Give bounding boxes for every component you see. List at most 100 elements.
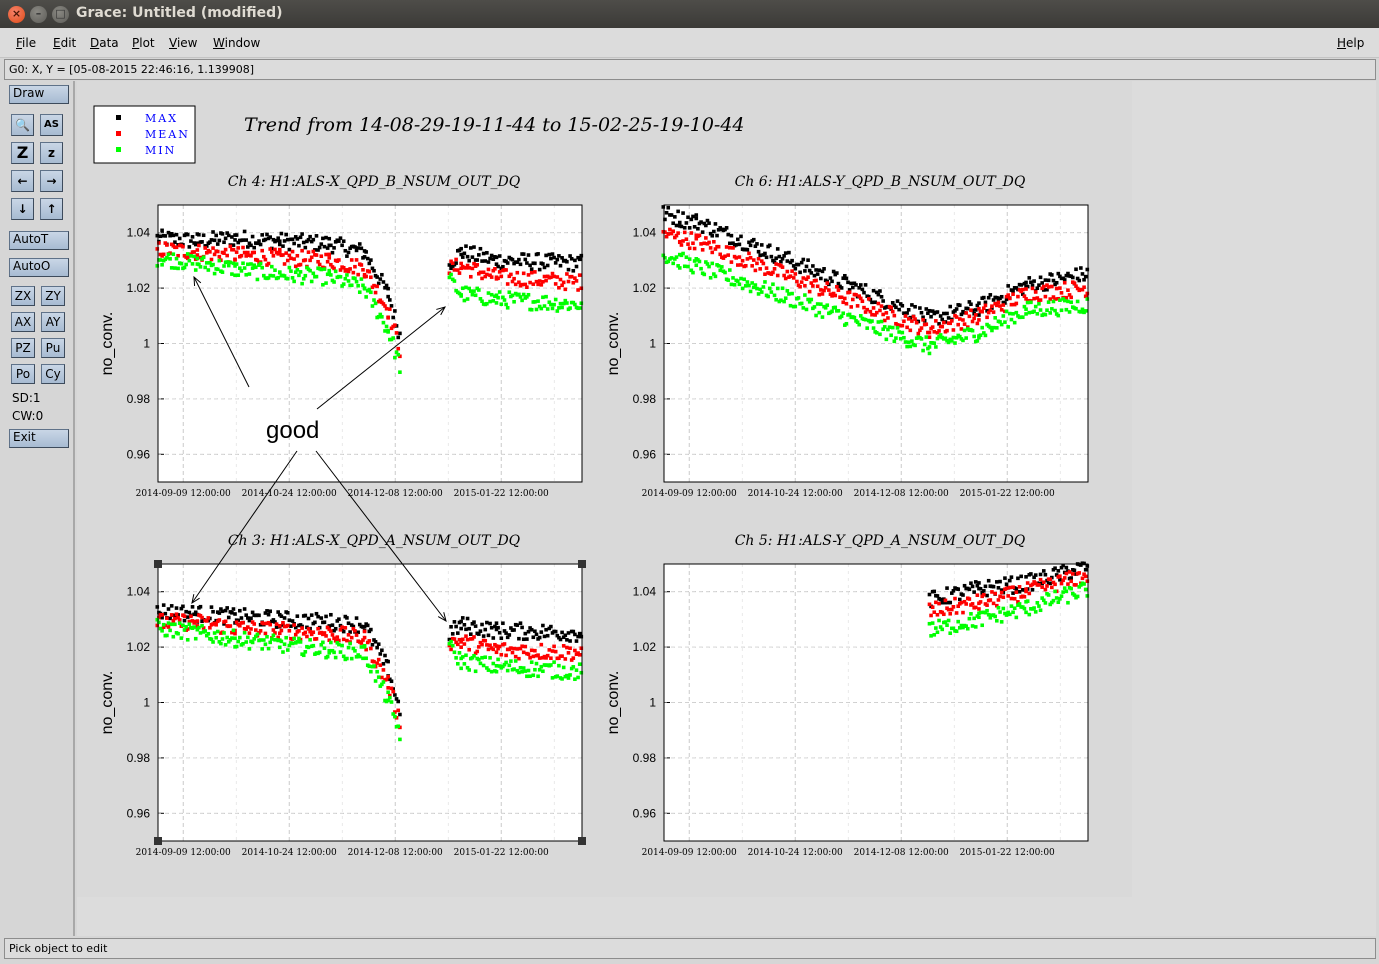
data-point: [459, 619, 463, 624]
data-point: [309, 613, 314, 617]
data-point: [157, 241, 161, 245]
close-window-icon[interactable]: ×: [8, 6, 25, 23]
data-point: [700, 248, 705, 252]
data-point: [780, 265, 785, 269]
data-point: [951, 588, 956, 593]
minimize-window-icon[interactable]: –: [30, 6, 47, 23]
data-point: [804, 277, 809, 281]
data-point: [361, 268, 365, 272]
zoom-magnifier-icon[interactable]: 🔍: [11, 114, 34, 136]
arrow-left-icon[interactable]: ←: [11, 170, 34, 192]
arrow-right-icon[interactable]: →: [40, 170, 63, 192]
data-point: [329, 612, 333, 617]
menu-window[interactable]: Window: [213, 36, 261, 50]
annotation-arrow-line[interactable]: [315, 450, 447, 622]
data-point: [327, 236, 332, 241]
ay-button[interactable]: AY: [41, 312, 65, 332]
maximize-window-icon[interactable]: □: [52, 6, 69, 23]
annotation-arrow-line[interactable]: [193, 276, 250, 388]
selection-handle[interactable]: [578, 560, 586, 568]
data-point: [486, 633, 491, 638]
menu-data[interactable]: Data: [90, 36, 119, 50]
data-point: [233, 631, 237, 636]
data-point: [926, 311, 930, 316]
zy-button[interactable]: ZY: [41, 286, 65, 306]
data-point: [521, 650, 526, 655]
data-point: [1083, 294, 1088, 299]
data-point: [533, 667, 537, 672]
data-point: [940, 317, 945, 322]
data-point: [179, 606, 184, 611]
legend-box[interactable]: [93, 105, 196, 164]
annotation-arrow-line[interactable]: [191, 450, 298, 604]
data-point: [740, 286, 745, 291]
menu-file[interactable]: File: [16, 36, 37, 50]
text-autoscale-icon[interactable]: AS: [40, 114, 63, 136]
arrow-up-icon[interactable]: ↑: [40, 198, 63, 220]
data-point: [389, 700, 394, 704]
cy-button[interactable]: Cy: [41, 364, 65, 384]
data-point: [362, 635, 367, 640]
data-point: [948, 304, 953, 309]
data-point: [486, 267, 491, 272]
data-point: [1054, 286, 1059, 291]
y-tick-label: 1.02: [127, 640, 151, 654]
data-point: [176, 631, 180, 636]
data-point: [260, 233, 265, 237]
data-point: [950, 591, 954, 595]
selection-handle[interactable]: [154, 560, 162, 568]
graph-canvas[interactable]: MAX MEAN MIN Trend from 14-08-29-19-11-4…: [77, 81, 1376, 936]
selection-handle[interactable]: [578, 837, 586, 845]
data-point: [708, 231, 713, 236]
data-point: [565, 301, 569, 305]
data-point: [171, 618, 176, 623]
data-point: [849, 281, 854, 286]
annotation-good-text[interactable]: good: [266, 417, 319, 444]
data-point: [388, 693, 392, 698]
annotation-arrows[interactable]: [191, 275, 447, 623]
data-point: [362, 624, 367, 629]
data-point: [579, 670, 584, 675]
zoom-z-small-icon[interactable]: z: [40, 142, 63, 164]
data-point: [455, 631, 460, 635]
data-point: [279, 628, 284, 633]
data-point: [1041, 284, 1046, 289]
pu-button[interactable]: Pu: [41, 338, 65, 358]
arrow-down-icon[interactable]: ↓: [11, 198, 34, 220]
zx-button[interactable]: ZX: [11, 286, 35, 306]
data-point: [354, 633, 359, 637]
data-point: [566, 267, 571, 272]
data-point: [491, 268, 496, 273]
data-point: [779, 298, 783, 303]
draw-button[interactable]: Draw: [9, 85, 69, 104]
data-point: [553, 629, 558, 634]
po-button[interactable]: Po: [11, 364, 35, 384]
data-point: [462, 622, 467, 627]
data-point: [743, 284, 748, 288]
ax-button[interactable]: AX: [11, 312, 35, 332]
menu-view[interactable]: View: [169, 36, 198, 50]
data-point: [930, 309, 935, 313]
data-point: [512, 667, 516, 671]
data-point: [1085, 579, 1090, 583]
menu-edit[interactable]: Edit: [53, 36, 77, 50]
selection-handle[interactable]: [154, 837, 162, 845]
data-point: [252, 250, 257, 255]
pz-button[interactable]: PZ: [11, 338, 35, 358]
exit-button[interactable]: Exit: [9, 429, 69, 448]
autoo-button[interactable]: AutoO: [9, 258, 69, 277]
data-point: [573, 276, 577, 280]
zoom-z-icon[interactable]: Z: [11, 142, 34, 164]
menu-help[interactable]: Help: [1337, 36, 1365, 50]
annotation-arrow-line[interactable]: [316, 306, 446, 410]
menu-plot[interactable]: Plot: [132, 36, 155, 50]
autot-button[interactable]: AutoT: [9, 231, 69, 250]
window-titlebar: × – □ Grace: Untitled (modified): [0, 0, 1379, 28]
data-point: [496, 264, 500, 269]
data-point: [1085, 291, 1090, 296]
data-point: [967, 300, 972, 304]
